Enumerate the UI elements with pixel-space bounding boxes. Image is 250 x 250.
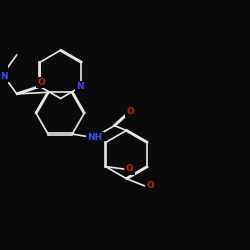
Text: O: O [37, 78, 45, 87]
Text: N: N [76, 82, 84, 91]
Text: N: N [0, 72, 8, 81]
Text: O: O [126, 107, 134, 116]
Text: NH: NH [88, 133, 103, 142]
Text: O: O [147, 181, 154, 190]
Text: O: O [126, 164, 134, 173]
